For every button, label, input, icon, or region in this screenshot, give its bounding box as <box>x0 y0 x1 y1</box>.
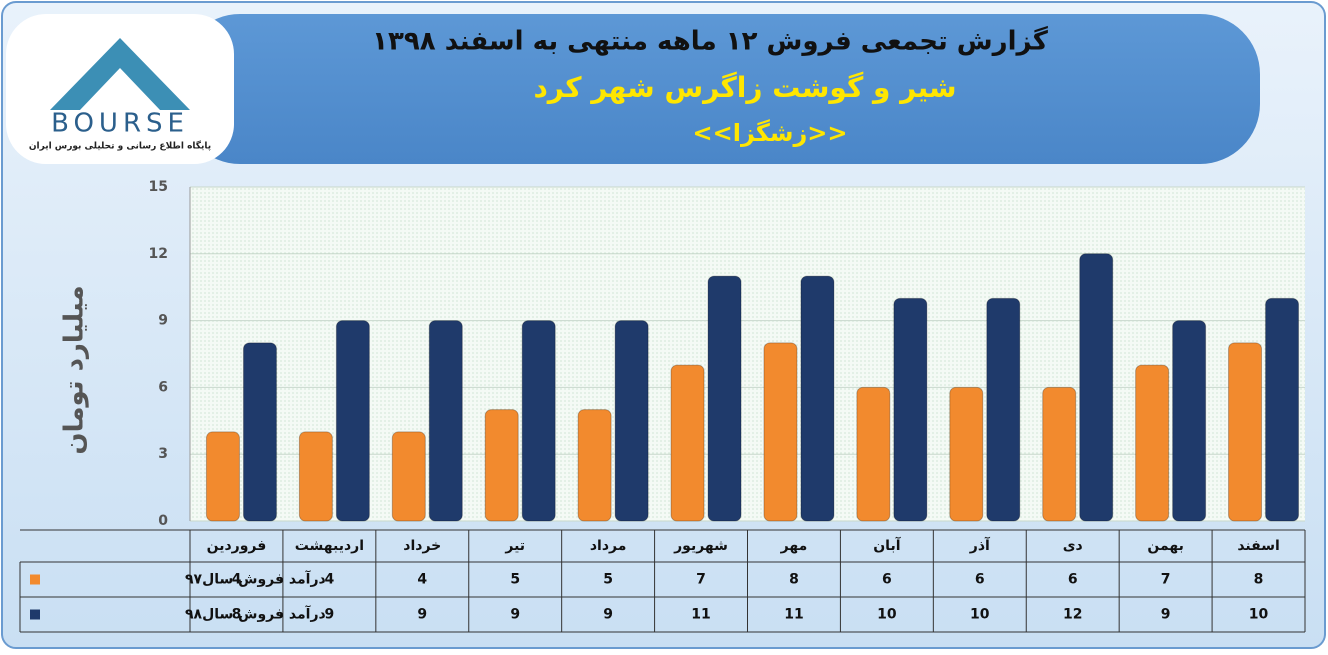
legend-swatch <box>30 609 40 620</box>
chart-symbol: <<زشگزا>> <box>693 119 848 147</box>
table-value: 6 <box>882 572 892 588</box>
table-value: 10 <box>970 607 990 623</box>
table-value: 11 <box>784 607 803 623</box>
banner <box>180 14 1260 164</box>
logo-shape <box>50 38 190 110</box>
y-tick-label: 6 <box>158 379 168 395</box>
table-value: 4 <box>232 572 242 588</box>
bar <box>298 431 333 522</box>
chart-subtitle: شیر و گوشت زاگرس شهر کرد <box>533 71 956 104</box>
table-value: 4 <box>417 572 427 588</box>
table-value: 9 <box>603 607 613 623</box>
bar <box>800 275 835 522</box>
legend-label: درآمد فروش سال۹۷ <box>185 570 326 588</box>
bar <box>1172 320 1207 522</box>
logo-tagline: پایگاه اطلاع رسانی و تحلیلی بورس ایران <box>29 140 211 152</box>
table-value: 10 <box>877 607 897 623</box>
x-tick-label: تیر <box>504 538 525 554</box>
legend-swatch <box>30 574 40 585</box>
table-value: 10 <box>1249 607 1269 623</box>
bar <box>893 297 928 522</box>
table-value: 7 <box>1161 572 1171 588</box>
y-tick-label: 9 <box>158 313 168 329</box>
bar <box>335 320 370 522</box>
y-tick-label: 15 <box>149 179 168 195</box>
bar <box>205 431 240 522</box>
table-value: 11 <box>691 607 710 623</box>
x-tick-label: آبان <box>873 536 901 554</box>
table-value: 5 <box>603 572 613 588</box>
table-value: 5 <box>510 572 520 588</box>
y-axis-label: میلیارد تومان <box>60 285 90 454</box>
x-tick-label: خرداد <box>403 538 441 554</box>
bar <box>1265 297 1300 522</box>
x-tick-label: اسفند <box>1237 538 1279 554</box>
bar <box>670 364 705 522</box>
x-tick-label: اردیبهشت <box>295 538 364 554</box>
bar <box>614 320 649 522</box>
table-value: 8 <box>1254 572 1264 588</box>
bar <box>521 320 556 522</box>
y-tick-label: 0 <box>158 513 168 529</box>
bar <box>1135 364 1170 522</box>
bar <box>986 297 1021 522</box>
y-tick-label: 3 <box>158 446 168 462</box>
legend-label: درآمد فروش سال۹۸ <box>185 605 326 623</box>
bar <box>242 342 277 522</box>
bar <box>949 386 984 522</box>
table-value: 8 <box>789 572 799 588</box>
table-value: 9 <box>417 607 427 623</box>
table-value: 7 <box>696 572 706 588</box>
bar <box>1042 386 1077 522</box>
x-tick-label: شهریور <box>673 538 728 554</box>
x-tick-label: آذر <box>969 536 991 554</box>
x-tick-label: مرداد <box>590 538 627 554</box>
table-value: 12 <box>1063 607 1082 623</box>
table-value: 9 <box>1161 607 1171 623</box>
x-tick-label: فروردین <box>207 538 267 554</box>
x-tick-label: بهمن <box>1147 538 1183 554</box>
bar <box>1079 253 1114 522</box>
bar <box>391 431 426 522</box>
x-tick-label: مهر <box>780 538 808 554</box>
y-tick-label: 12 <box>149 246 168 262</box>
logo-box <box>6 14 234 164</box>
logo-name: BOURSE <box>51 109 189 139</box>
bar <box>763 342 798 522</box>
bar <box>577 409 612 522</box>
table-value: 9 <box>325 607 335 623</box>
bar <box>707 275 742 522</box>
bar <box>1228 342 1263 522</box>
table-value: 9 <box>510 607 520 623</box>
table-value: 8 <box>232 607 242 623</box>
plot-area <box>190 187 1305 521</box>
bar <box>428 320 463 522</box>
bar <box>856 386 891 522</box>
x-tick-label: دی <box>1063 538 1083 554</box>
chart-title: گزارش تجمعی فروش ۱۲ ماهه منتهی به اسفند … <box>372 26 1049 57</box>
table-value: 6 <box>975 572 985 588</box>
bar <box>484 409 519 522</box>
table-value: 4 <box>325 572 335 588</box>
table-value: 6 <box>1068 572 1078 588</box>
